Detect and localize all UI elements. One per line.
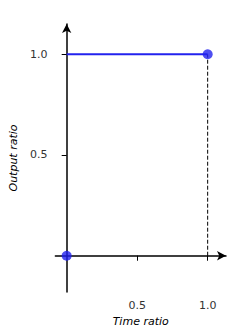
svg-text:1.0: 1.0: [199, 299, 217, 312]
svg-text:Time ratio: Time ratio: [113, 315, 169, 328]
svg-text:Output ratio: Output ratio: [7, 124, 20, 191]
svg-text:1.0: 1.0: [30, 48, 48, 61]
svg-text:0.5: 0.5: [30, 148, 48, 161]
svg-text:0.5: 0.5: [128, 299, 146, 312]
